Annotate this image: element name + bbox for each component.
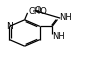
Text: NH: NH <box>52 32 65 41</box>
Text: NH: NH <box>59 13 72 22</box>
Text: N: N <box>6 22 13 31</box>
Text: CHO: CHO <box>29 7 47 16</box>
Text: O: O <box>35 6 42 15</box>
